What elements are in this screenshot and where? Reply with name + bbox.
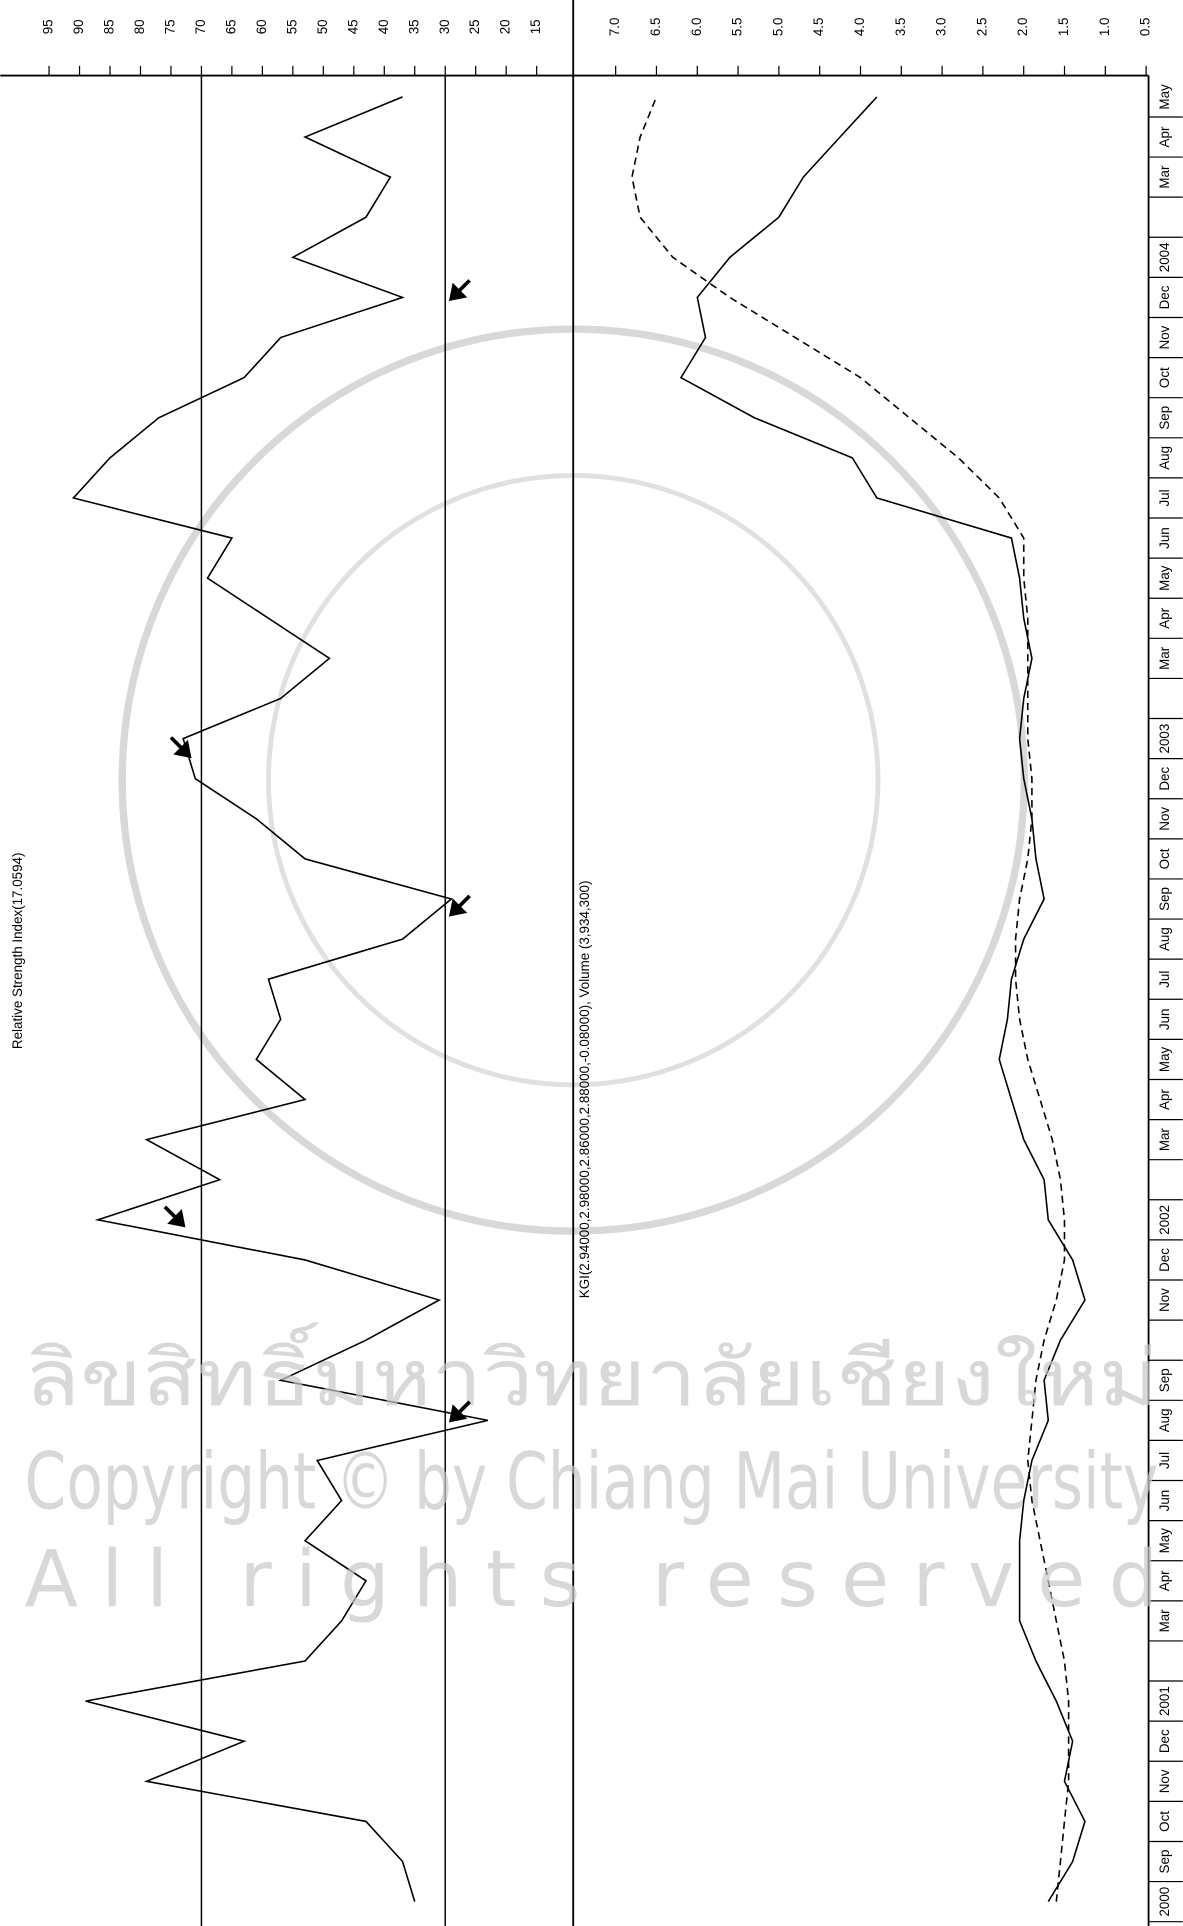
y-tick-label: 0.5 xyxy=(1138,18,1153,37)
x-tick-label: 2004 xyxy=(1157,242,1172,272)
y-tick-label: 6.5 xyxy=(648,18,663,37)
x-tick-label: Apr xyxy=(1157,1570,1172,1591)
x-tick-label: Mar xyxy=(1157,646,1172,670)
x-tick-label: May xyxy=(1157,565,1172,591)
y-tick-label: 15 xyxy=(528,19,543,34)
arrow xyxy=(448,279,471,301)
x-tick-label: May xyxy=(1157,84,1172,110)
y-tick-label: 5.0 xyxy=(770,18,785,37)
x-tick-label: Sep xyxy=(1157,1368,1172,1392)
y-tick-label: 2.0 xyxy=(1015,18,1030,37)
x-tick-label: Apr xyxy=(1157,1089,1172,1110)
y-tick-label: 90 xyxy=(71,19,86,34)
x-tick-label: May xyxy=(1157,1046,1172,1072)
y-tick-label: 25 xyxy=(467,19,482,34)
x-tick-label: Mar xyxy=(1157,1609,1172,1633)
y-tick-label: 60 xyxy=(254,19,269,34)
watermark-thai: ลิขสิทธิ์มหาวิทยาลัยเชียงใหม่ xyxy=(25,1322,1159,1424)
x-tick-label: Apr xyxy=(1157,607,1172,628)
x-tick-label: Oct xyxy=(1157,367,1172,388)
x-tick-label: May xyxy=(1157,1528,1172,1554)
x-tick-label: Aug xyxy=(1157,446,1172,470)
y-tick-label: 55 xyxy=(284,19,299,34)
x-tick-label: Dec xyxy=(1157,1729,1172,1753)
y-tick-label: 80 xyxy=(132,19,147,34)
y-tick-label: 1.0 xyxy=(1097,18,1112,37)
x-tick-label: Jun xyxy=(1157,1490,1172,1512)
y-tick-label: 95 xyxy=(41,19,56,34)
arrows xyxy=(163,279,471,1423)
x-tick-label: 2001 xyxy=(1157,1686,1172,1716)
x-tick-label: Oct xyxy=(1157,848,1172,869)
rsi-title: Relative Strength Index(17.0594) xyxy=(10,853,25,1050)
y-tick-label: 3.5 xyxy=(893,18,908,37)
y-tick-label: 2.5 xyxy=(974,18,989,37)
y-tick-label: 85 xyxy=(102,19,117,34)
x-tick-label: Jun xyxy=(1157,527,1172,549)
x-tick-label: Nov xyxy=(1157,1769,1172,1793)
x-tick-label: Aug xyxy=(1157,927,1172,951)
x-tick-label: Nov xyxy=(1157,1288,1172,1312)
y-tick-label: 20 xyxy=(498,19,513,34)
x-tick-label: Sep xyxy=(1157,406,1172,430)
series-line xyxy=(71,96,489,1902)
x-tick-label: 2003 xyxy=(1157,724,1172,754)
x-tick-label: Aug xyxy=(1157,1408,1172,1432)
y-tick-label: 3.0 xyxy=(934,18,949,37)
x-tick-label: Dec xyxy=(1157,766,1172,790)
y-tick-label: 45 xyxy=(345,19,360,34)
x-tick-label: 2000 xyxy=(1157,1887,1172,1917)
price-title: KGI(2.94000,2.98000,2.86000,2.88000,-0.0… xyxy=(577,881,592,1299)
arrow xyxy=(448,894,471,917)
x-tick-label: Jul xyxy=(1157,489,1172,506)
y-tick-label: 40 xyxy=(376,19,391,34)
x-tick-label: Sep xyxy=(1157,1850,1172,1874)
watermark: ลิขสิทธิ์มหาวิทยาลัยเชียงใหม่ Copyright … xyxy=(25,1322,1159,1625)
x-tick-label: Jul xyxy=(1157,971,1172,988)
y-tick-label: 6.0 xyxy=(689,18,704,37)
y-tick-label: 70 xyxy=(193,19,208,34)
arrow xyxy=(448,1400,471,1423)
x-tick-label: Oct xyxy=(1157,1811,1172,1832)
x-tick-label: Mar xyxy=(1157,165,1172,189)
y-tick-label: 50 xyxy=(315,19,330,34)
x-tick-label: Dec xyxy=(1157,1248,1172,1272)
y-tick-label: 65 xyxy=(223,19,238,34)
watermark-rights: All rights reserved xyxy=(25,1535,1159,1625)
x-tick-label: Nov xyxy=(1157,807,1172,831)
x-tick-label: Sep xyxy=(1157,887,1172,911)
series-line xyxy=(679,96,1086,1903)
arrow xyxy=(163,1205,186,1228)
watermark-copyright: Copyright © by Chiang Mai University xyxy=(25,1438,1159,1528)
y-tick-label: 4.0 xyxy=(852,18,867,37)
y-tick-label: 35 xyxy=(406,19,421,34)
y-tick-label: 30 xyxy=(437,19,452,34)
x-tick-label: Jun xyxy=(1157,1009,1172,1031)
y-tick-label: 75 xyxy=(162,19,177,34)
series-line xyxy=(631,96,1070,1902)
x-tick-label: Mar xyxy=(1157,1128,1172,1152)
y-tick-label: 1.5 xyxy=(1056,18,1071,37)
x-tick-label: Dec xyxy=(1157,285,1172,309)
x-tick-label: Nov xyxy=(1157,325,1172,349)
x-tick-label: Jul xyxy=(1157,1452,1172,1469)
x-tick-label: 2002 xyxy=(1157,1205,1172,1235)
arrow xyxy=(169,736,192,759)
y-tick-label: 7.0 xyxy=(607,18,622,37)
y-tick-label: 5.5 xyxy=(730,18,745,37)
y-tick-label: 4.5 xyxy=(811,18,826,37)
x-tick-label: Apr xyxy=(1157,126,1172,147)
